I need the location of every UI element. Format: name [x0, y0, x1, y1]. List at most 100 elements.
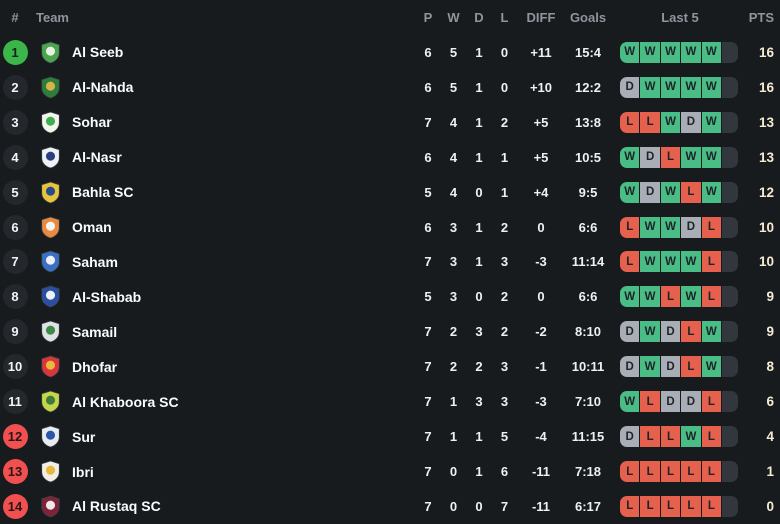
form-badge-w[interactable]: W [640, 41, 660, 63]
form-badge-d[interactable]: D [620, 76, 640, 98]
form-badge-d[interactable]: D [681, 391, 701, 413]
form-badge-d[interactable]: D [660, 356, 681, 378]
form-badge-w[interactable]: W [681, 426, 701, 448]
form-badge-l[interactable]: L [701, 216, 722, 238]
form-badge-l[interactable]: L [681, 181, 701, 203]
form-badge-l[interactable]: L [701, 286, 722, 308]
form-badge-w[interactable]: W [660, 216, 681, 238]
team-name[interactable]: Sur [72, 428, 96, 445]
wins-value: 5 [449, 79, 458, 95]
form-badge-w[interactable]: W [701, 41, 722, 63]
form-badge-w[interactable]: W [681, 76, 701, 98]
team-name[interactable]: Al Seeb [72, 44, 124, 61]
form-badge-l[interactable]: L [660, 286, 681, 308]
form-badge-w[interactable]: W [681, 146, 701, 168]
goals-value: 12:2 [574, 79, 602, 95]
form-badge-l[interactable]: L [620, 216, 640, 238]
form-badge-w[interactable]: W [681, 286, 701, 308]
team-name[interactable]: Ibri [72, 463, 94, 480]
team-name[interactable]: Oman [72, 219, 112, 236]
form-badge-l[interactable]: L [640, 461, 660, 483]
form-badge-l[interactable]: L [640, 495, 660, 517]
form-badge-d[interactable]: D [660, 321, 681, 343]
form-badge-w[interactable]: W [620, 181, 640, 203]
team-name[interactable]: Al Rustaq SC [72, 498, 161, 515]
form-badge-l[interactable]: L [660, 426, 681, 448]
form-badge-w[interactable]: W [660, 76, 681, 98]
form-badge-w[interactable]: W [660, 41, 681, 63]
form-badge-w[interactable]: W [701, 181, 722, 203]
team-name[interactable]: Al-Shabab [72, 288, 142, 305]
form-badge-w[interactable]: W [640, 321, 660, 343]
form-badge-w[interactable]: W [701, 111, 722, 133]
form-badge-l[interactable]: L [640, 391, 660, 413]
team-name[interactable]: Dhofar [72, 358, 118, 375]
form-badge-w[interactable]: W [701, 321, 722, 343]
form-badge-d[interactable]: D [620, 426, 640, 448]
form-badge-l[interactable]: L [620, 251, 640, 273]
form-badge-w[interactable]: W [620, 146, 640, 168]
form-badge-l[interactable]: L [620, 111, 640, 133]
form-badge-l[interactable]: L [660, 146, 681, 168]
form-badge-l[interactable]: L [681, 461, 701, 483]
team-name[interactable]: Saham [72, 253, 118, 270]
form-badge-w[interactable]: W [660, 251, 681, 273]
form-badge-w[interactable]: W [640, 251, 660, 273]
form-badge-l[interactable]: L [681, 321, 701, 343]
form-badge-l[interactable]: L [701, 461, 722, 483]
team-name[interactable]: Sohar [72, 114, 112, 131]
form-badge-d[interactable]: D [660, 391, 681, 413]
team-name[interactable]: Samail [72, 323, 118, 340]
form-badge-l[interactable]: L [701, 391, 722, 413]
form-badge-l[interactable]: L [640, 111, 660, 133]
form-badge-l[interactable]: L [681, 356, 701, 378]
form-badge-w[interactable]: W [660, 111, 681, 133]
team-name[interactable]: Al-Nasr [72, 149, 122, 166]
form-badge-w[interactable]: W [640, 76, 660, 98]
team-name[interactable]: Al Khaboora SC [72, 393, 179, 410]
team-name[interactable]: Al-Nahda [72, 79, 134, 96]
form-badge-w[interactable]: W [620, 41, 640, 63]
form-badge-w[interactable]: W [620, 391, 640, 413]
form-badge-d[interactable]: D [681, 111, 701, 133]
form-badge-l[interactable]: L [640, 426, 660, 448]
form-badge-d[interactable]: D [640, 181, 660, 203]
form-badge-d[interactable]: D [620, 356, 640, 378]
form-badge-w[interactable]: W [640, 286, 660, 308]
form-badge-l[interactable]: L [660, 495, 681, 517]
form-badge-l[interactable]: L [681, 495, 701, 517]
form-badge-w[interactable]: W [701, 356, 722, 378]
form-badge-w[interactable]: W [660, 181, 681, 203]
form-badge-l[interactable]: L [701, 251, 722, 273]
form-badge-w[interactable]: W [640, 216, 660, 238]
form-badge-d[interactable]: D [640, 146, 660, 168]
form-badge-l[interactable]: L [701, 426, 722, 448]
form-badge-d[interactable]: D [620, 321, 640, 343]
form-badge-w[interactable]: W [681, 251, 701, 273]
form-badge-l[interactable]: L [701, 495, 722, 517]
form-badge-l[interactable]: L [620, 495, 640, 517]
form-badge-l[interactable]: L [620, 461, 640, 483]
team-name[interactable]: Bahla SC [72, 184, 134, 201]
form-badge-l[interactable]: L [660, 461, 681, 483]
form-badge-w[interactable]: W [701, 76, 722, 98]
form-badge-d[interactable]: D [681, 216, 701, 238]
form-badge-w[interactable]: W [681, 41, 701, 63]
form-badge-w[interactable]: W [620, 286, 640, 308]
form-badge-w[interactable]: W [701, 146, 722, 168]
form-badge-w[interactable]: W [640, 356, 660, 378]
